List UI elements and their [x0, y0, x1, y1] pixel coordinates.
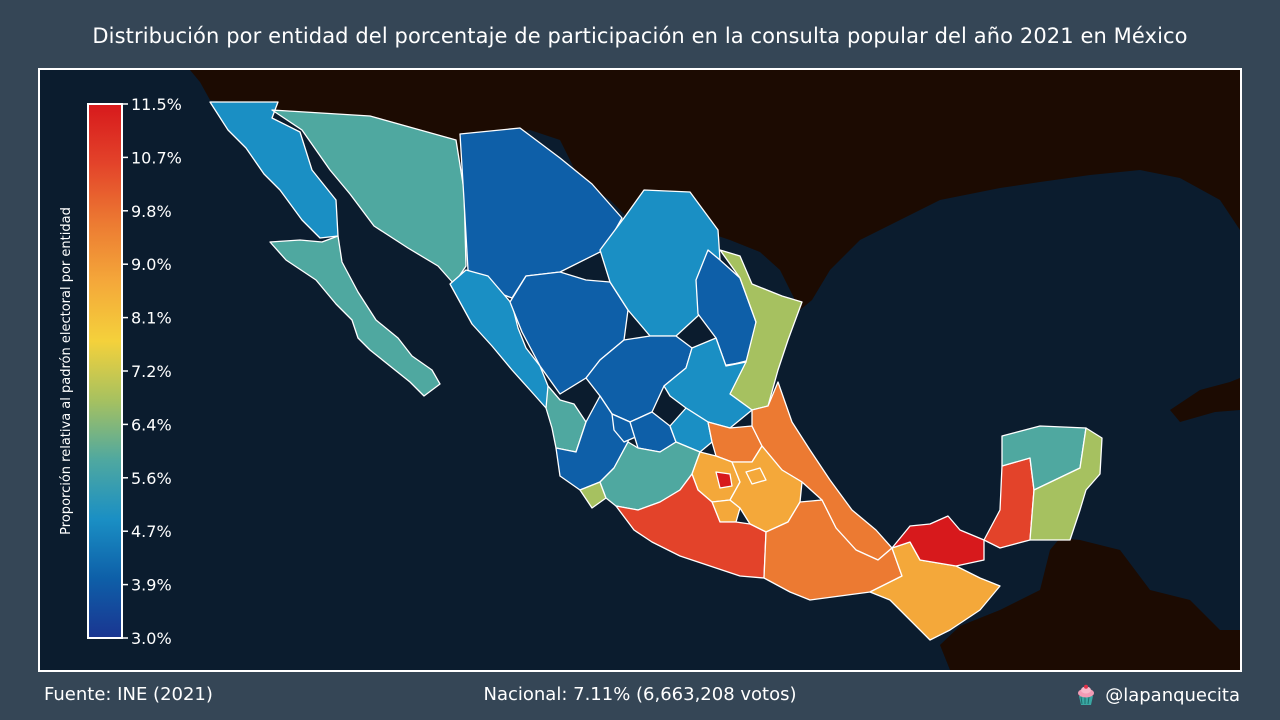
- colorbar-tick-label: 11.5%: [131, 95, 182, 114]
- state-bc: [209, 101, 339, 239]
- colorbar: [87, 103, 123, 639]
- state-gro: [615, 473, 767, 579]
- central-america-land: [940, 538, 1240, 670]
- colorbar-tick-label: 4.7%: [131, 522, 172, 541]
- colorbar-tick-label: 3.0%: [131, 629, 172, 648]
- state-son: [271, 109, 467, 285]
- colorbar-tick-label: 3.9%: [131, 576, 172, 595]
- states-layer: [209, 101, 1103, 641]
- national-summary: Nacional: 7.11% (6,663,208 votos): [483, 684, 797, 705]
- map-frame: 11.5% 10.7% 9.8% 9.0% 8.1% 7.2% 6.4% 5.6% 4.7% 3.…: [38, 68, 1242, 672]
- colorbar-tick-label: 7.2%: [131, 362, 172, 381]
- chart-title: Distribución por entidad del porcentaje …: [92, 24, 1188, 48]
- author-handle: @lapanquecita: [1075, 684, 1240, 706]
- colorbar-tick-label: 9.0%: [131, 255, 172, 274]
- usa-land: [190, 70, 1240, 310]
- state-tlax: [745, 467, 767, 485]
- colorbar-tick-label: 9.8%: [131, 202, 172, 221]
- source-note: Fuente: INE (2021): [44, 684, 213, 705]
- colorbar-tick-label: 8.1%: [131, 309, 172, 328]
- state-sin: [449, 269, 561, 409]
- cupcake-icon: [1078, 684, 1095, 705]
- state-cdmx: [715, 471, 733, 489]
- choropleth-map: 11.5% 10.7% 9.8% 9.0% 8.1% 7.2% 6.4% 5.6% 4.7% 3.…: [40, 70, 1240, 670]
- colorbar-tick-label: 5.6%: [131, 469, 172, 488]
- colorbar-tick-label: 10.7%: [131, 148, 182, 167]
- colorbar-tick-label: 6.4%: [131, 415, 172, 434]
- state-qroo: [1029, 427, 1103, 541]
- state-ags: [611, 413, 639, 443]
- state-bcs: [269, 235, 441, 397]
- colorbar-label: Proporción relativa al padrón electoral …: [59, 207, 74, 535]
- author-handle-text: @lapanquecita: [1105, 684, 1240, 706]
- cuba-land: [1170, 378, 1240, 422]
